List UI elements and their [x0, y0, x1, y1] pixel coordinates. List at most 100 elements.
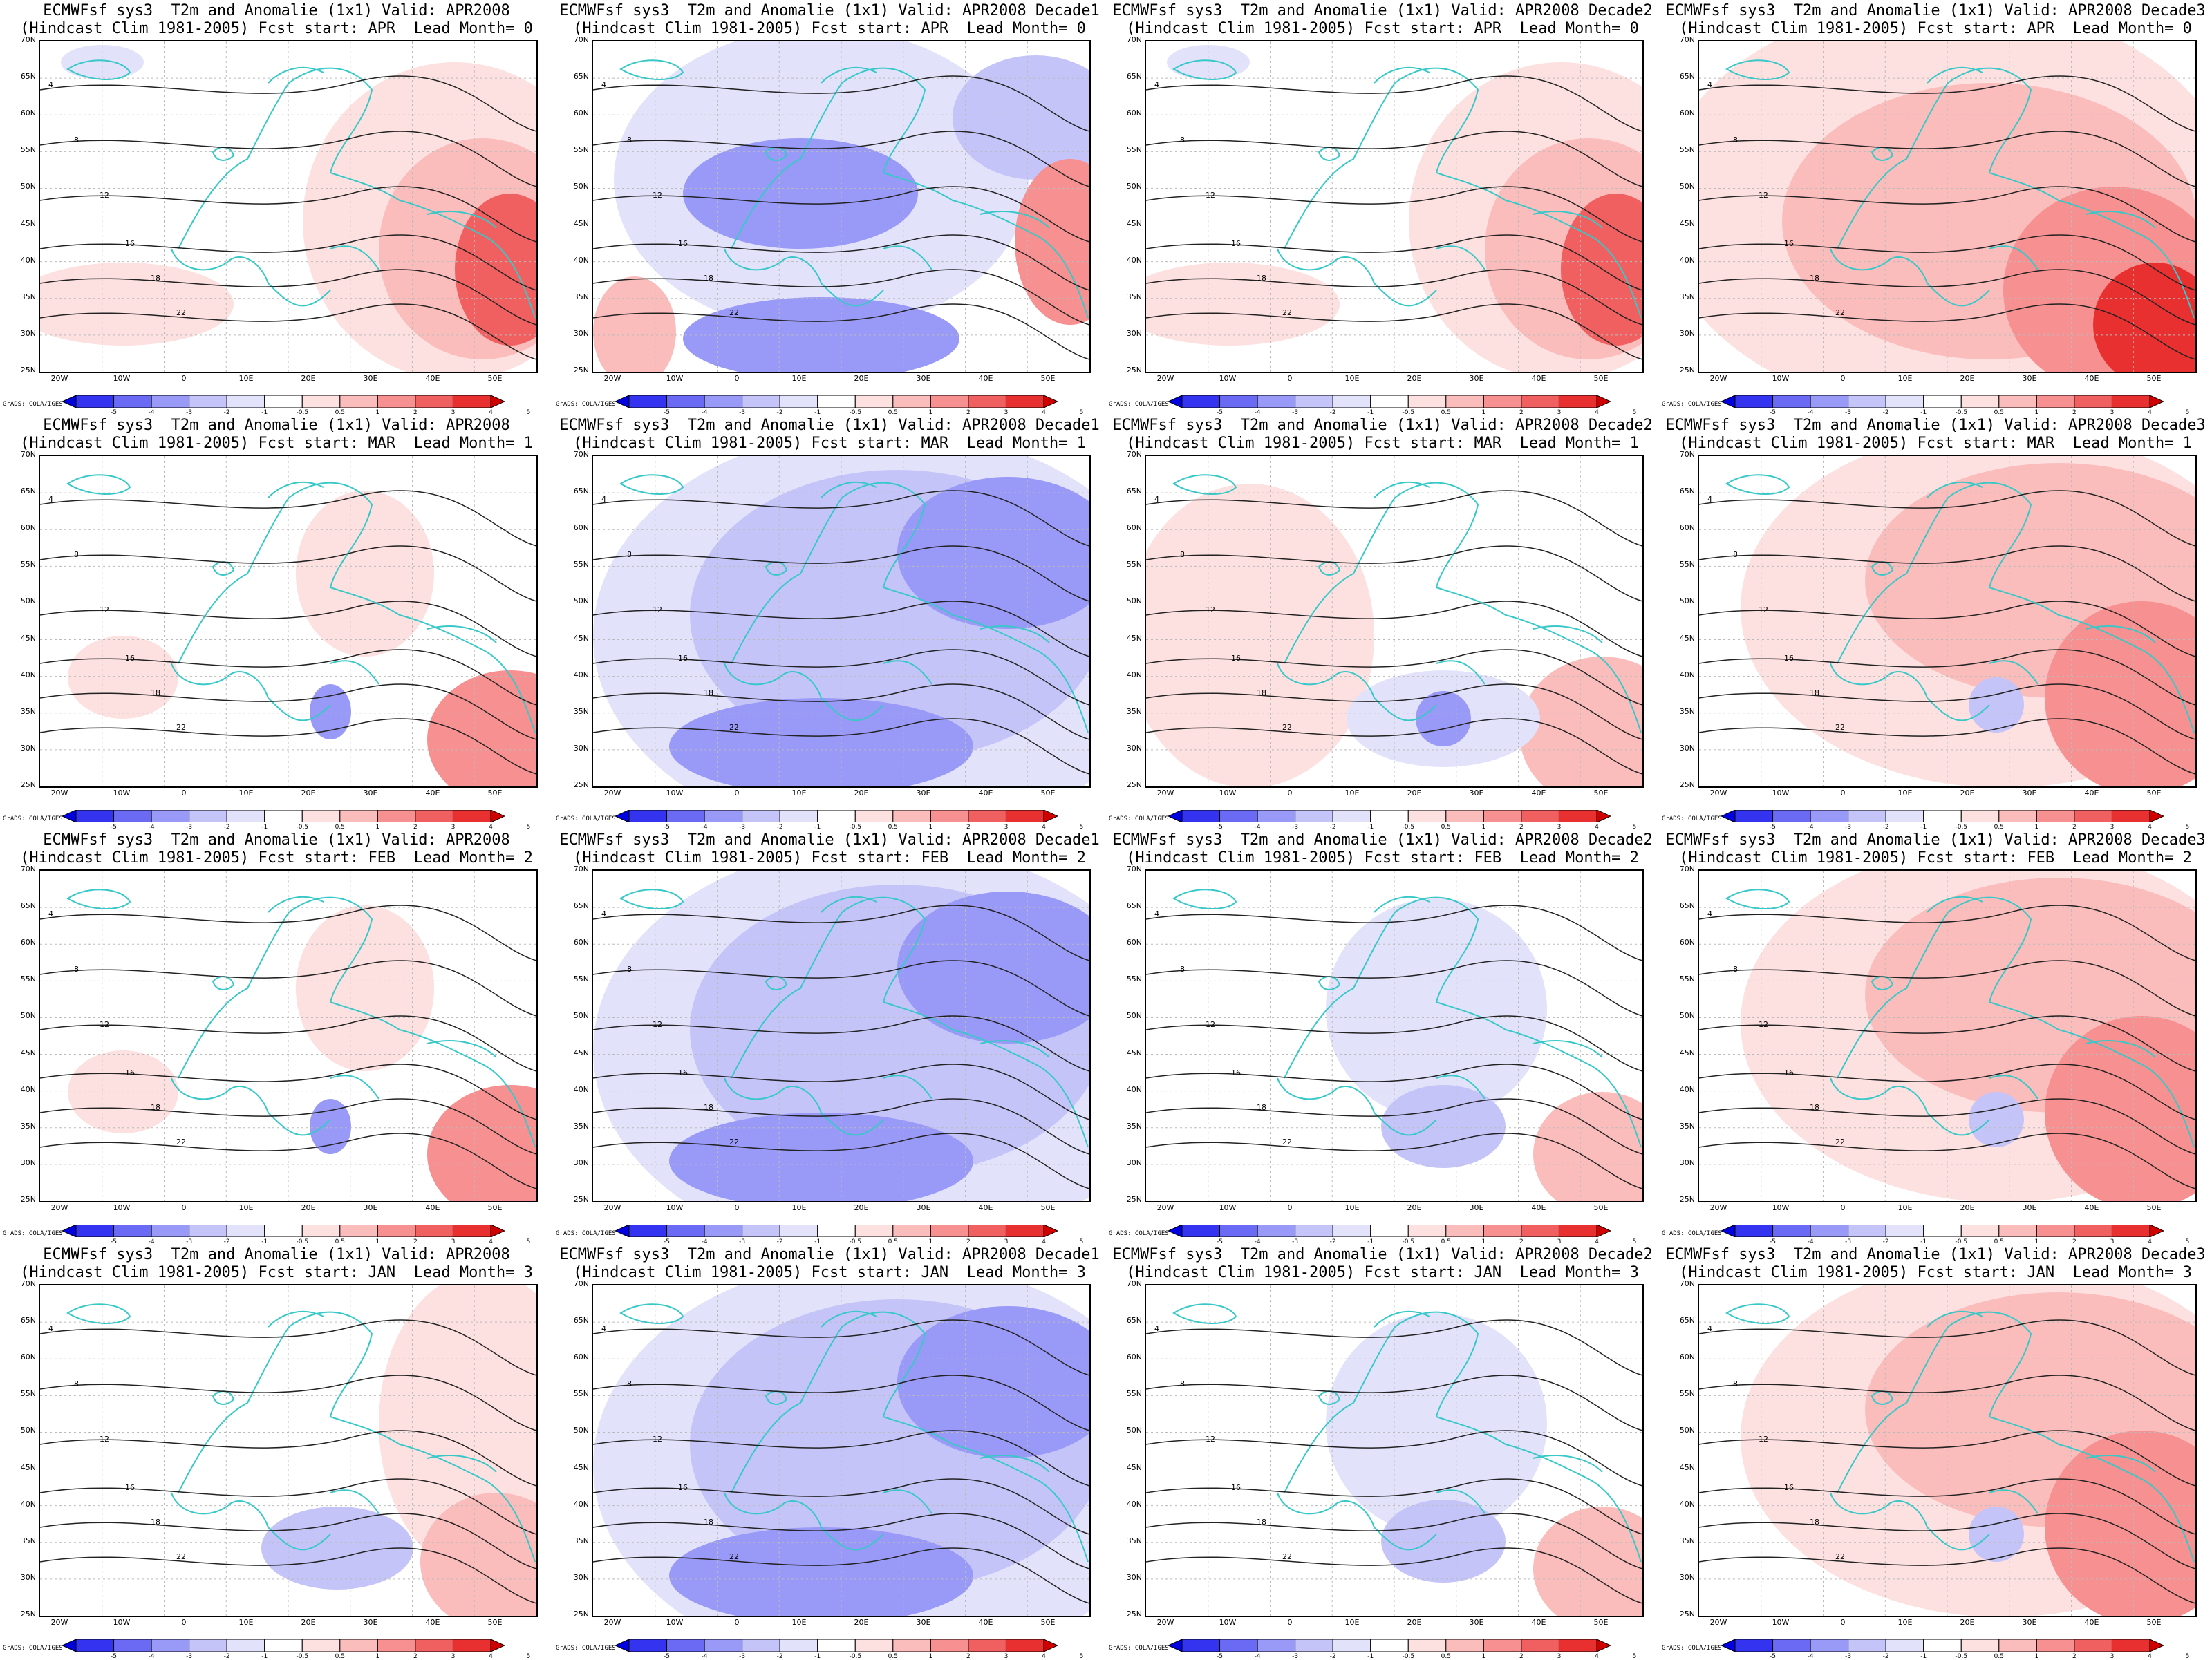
colorbar-low-arrow [1720, 1639, 1736, 1652]
coastline [1989, 245, 2038, 270]
longitude-label: 20W [1709, 789, 1727, 798]
panel-subtitle: (Hindcast Clim 1981-2005) Fcst start: FE… [573, 849, 1086, 867]
colorbar-label: -1 [814, 824, 821, 831]
colorbar-label: 5 [1079, 1238, 1084, 1245]
latitude-label: 50N [573, 596, 589, 606]
latitude-label: 65N [573, 487, 589, 496]
longitude-label: 0 [1840, 1618, 1846, 1627]
colorbar-segment [1848, 809, 1886, 823]
forecast-panel: ECMWFsf sys3 T2m and Anomalie (1x1) Vali… [1659, 1244, 2212, 1660]
latitude-label: 35N [573, 1536, 589, 1545]
panel-subtitle: (Hindcast Clim 1981-2005) Fcst start: MA… [573, 435, 1086, 452]
colorbar-label: 5 [526, 1238, 531, 1245]
colorbar-label: 1 [375, 1653, 380, 1660]
colorbar-label: 2 [2072, 409, 2077, 416]
isotherm-contour [593, 303, 1089, 360]
latitude-label: 35N [573, 706, 589, 716]
isotherm-label: 22 [1835, 1552, 1845, 1561]
anomaly-blob [683, 138, 918, 249]
colorbar-segment [666, 395, 705, 408]
isotherm-label: 18 [1257, 274, 1266, 283]
anomaly-blob [2045, 1431, 2195, 1616]
panel-subtitle: (Hindcast Clim 1981-2005) Fcst start: JA… [573, 1264, 1086, 1281]
coastline [1871, 976, 1894, 990]
colorbar-label: 2 [2072, 824, 2077, 831]
colorbar-label: -2 [1882, 1653, 1889, 1660]
colorbar-high-arrow [490, 809, 506, 823]
longitude-label: 10W [113, 789, 131, 798]
panel-title: ECMWFsf sys3 T2m and Anomalie (1x1) Vali… [1665, 417, 2206, 434]
anomaly-map: 4 8 12 16 18 22 [40, 871, 536, 1201]
colorbar-label: 5 [1632, 409, 1637, 416]
isotherm-label: 22 [1282, 308, 1292, 317]
colorbar-segment [1810, 809, 1849, 823]
colorbar-label: -5 [111, 824, 118, 831]
isotherm-label: 22 [176, 723, 186, 732]
latitude-label: 40N [1126, 1084, 1142, 1094]
isotherm-contour [40, 186, 536, 243]
colorbar-segment [930, 395, 969, 408]
colorbar-label: 1 [2034, 1238, 2039, 1245]
isotherm-contour [1699, 1064, 2195, 1120]
panel-subtitle: (Hindcast Clim 1981-2005) Fcst start: AP… [1126, 20, 1639, 37]
colorbar-label: 0.5 [335, 409, 345, 416]
isotherm-label: 4 [1154, 909, 1159, 918]
isotherm-contour [1146, 601, 1642, 657]
isotherm-label: 12 [653, 1020, 662, 1029]
isotherm-contour [40, 718, 536, 775]
coastline [1172, 59, 1237, 81]
isotherm-label: 4 [1707, 909, 1712, 918]
anomaly-blob [420, 1493, 536, 1616]
latitude-label: 25N [573, 1610, 589, 1619]
latitude-label: 65N [573, 72, 589, 82]
isotherm-label: 18 [704, 274, 713, 283]
colorbar-segment [930, 809, 969, 823]
isotherm-contour [1699, 234, 2195, 291]
colorbar-segment [1558, 1639, 1597, 1652]
isotherm-label: 12 [1759, 1020, 1768, 1029]
isotherm-label: 4 [1707, 80, 1712, 89]
colorbar-label: -5 [664, 1238, 671, 1245]
colorbar-label: -3 [739, 1653, 746, 1660]
colorbar-low-arrow [61, 395, 77, 408]
colorbar-label: 3 [451, 409, 456, 416]
isotherm-label: 22 [729, 308, 739, 317]
isotherm-contour [1146, 718, 1642, 775]
latitude-label: 25N [1126, 1610, 1142, 1619]
isotherm-contour [1699, 718, 2195, 775]
isotherm-contour [1699, 545, 2195, 602]
colorbar-label: -1 [814, 409, 821, 416]
isotherm-contour [40, 1547, 536, 1604]
colorbar [614, 809, 1059, 823]
colorbar-high-arrow [1043, 1224, 1059, 1238]
colorbar-high-arrow [1596, 395, 1612, 408]
colorbar-label: -1 [1367, 409, 1374, 416]
colorbar-label: -4 [701, 1653, 708, 1660]
colorbar-segment [892, 1224, 931, 1238]
forecast-panel: ECMWFsf sys3 T2m and Anomalie (1x1) Vali… [553, 415, 1106, 831]
colorbar-segment [452, 809, 491, 823]
latitude-label: 50N [1126, 596, 1142, 606]
coastline [980, 1455, 1050, 1473]
panel-subtitle: (Hindcast Clim 1981-2005) Fcst start: MA… [1679, 435, 2192, 452]
latitude-label: 50N [573, 1011, 589, 1021]
colorbar [614, 1224, 1059, 1238]
latitude-label: 50N [20, 1011, 36, 1021]
colorbar-label: 3 [1557, 1238, 1562, 1245]
colorbar-label: -5 [1217, 824, 1224, 831]
longitude-label: 10E [1344, 1203, 1360, 1212]
coastline [1830, 1077, 1990, 1136]
longitude-label: 20E [1960, 789, 1975, 798]
coastline [212, 1390, 235, 1405]
colorbar-label: 1 [375, 409, 380, 416]
colorbar-low-arrow [1720, 809, 1736, 823]
colorbar-segment [1558, 809, 1597, 823]
forecast-panel: ECMWFsf sys3 T2m and Anomalie (1x1) Vali… [0, 0, 553, 416]
isotherm-contour [1146, 960, 1642, 1017]
longitude-label: 20W [50, 1618, 68, 1627]
colorbar-label: -0.5 [1955, 1238, 1968, 1245]
colorbar-segment [226, 809, 265, 823]
coastline [1172, 474, 1237, 496]
colorbar-label: 0.5 [1441, 824, 1451, 831]
colorbar-label: -5 [111, 1238, 118, 1245]
